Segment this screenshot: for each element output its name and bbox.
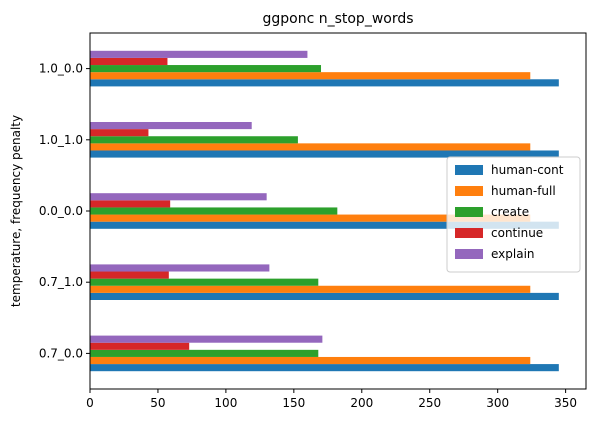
x-tick-label: 0 (86, 396, 94, 410)
y-tick-label: 0.7_1.0 (39, 275, 83, 289)
legend-label-human-cont: human-cont (491, 163, 564, 177)
bar-human-full-1.0_0.0 (90, 72, 531, 80)
y-tick-label: 1.0_1.0 (39, 133, 83, 147)
legend-swatch-human-full (455, 186, 483, 196)
legend-swatch-continue (455, 228, 483, 238)
bar-create-0.0_0.0 (90, 207, 338, 215)
bar-human-full-0.7_1.0 (90, 285, 531, 293)
bar-human-full-1.0_1.0 (90, 143, 531, 151)
legend-swatch-explain (455, 249, 483, 259)
legend: human-cont human-full create continue explai… (446, 156, 581, 273)
bar-human-cont-0.0_0.0 (90, 221, 559, 229)
bars-layer (90, 50, 559, 372)
legend-label-explain: explain (491, 247, 535, 261)
legend-label-create: create (491, 205, 529, 219)
bar-human-full-0.0_0.0 (90, 214, 531, 222)
y-tick-label: 0.7_0.0 (39, 346, 83, 360)
legend-swatch-create (455, 207, 483, 217)
bar-explain-1.0_0.0 (90, 50, 308, 58)
bar-human-cont-1.0_0.0 (90, 79, 559, 87)
y-tick-label: 1.0_0.0 (39, 62, 83, 76)
chart-title: ggponc n_stop_words (262, 11, 413, 27)
bar-explain-1.0_1.0 (90, 122, 252, 130)
bar-create-1.0_1.0 (90, 136, 298, 144)
x-tick-label: 250 (418, 396, 441, 410)
bar-create-1.0_0.0 (90, 65, 322, 73)
x-tick-label: 150 (282, 396, 305, 410)
y-tick-label: 0.0_0.0 (39, 204, 83, 218)
bar-explain-0.7_0.0 (90, 335, 323, 343)
bar-continue-0.7_0.0 (90, 342, 190, 350)
bar-human-cont-1.0_1.0 (90, 150, 559, 158)
bar-human-cont-0.7_0.0 (90, 364, 559, 372)
bar-human-cont-0.7_1.0 (90, 292, 559, 300)
legend-box (446, 156, 581, 273)
bar-explain-0.7_1.0 (90, 264, 270, 272)
bar-explain-0.0_0.0 (90, 193, 267, 201)
bar-human-full-0.7_0.0 (90, 356, 531, 365)
y-ticks: 0.7_0.0 0.7_1.0 0.0_0.0 1.0_1.0 1.0_0.0 (39, 62, 90, 360)
x-tick-label: 100 (214, 396, 237, 410)
bar-continue-1.0_1.0 (90, 129, 149, 137)
legend-label-human-full: human-full (491, 184, 556, 198)
x-tick-label: 350 (554, 396, 577, 410)
bar-continue-0.7_1.0 (90, 271, 169, 279)
bar-create-0.7_1.0 (90, 278, 319, 286)
legend-label-continue: continue (491, 226, 543, 240)
bar-continue-1.0_0.0 (90, 57, 168, 66)
x-tick-label: 300 (486, 396, 509, 410)
x-ticks: 0 50 100 150 200 250 300 350 (86, 389, 577, 410)
legend-swatch-human-cont (455, 165, 483, 175)
y-axis-label: temperature, frequency penalty (9, 115, 23, 307)
x-tick-label: 200 (350, 396, 373, 410)
bar-create-0.7_0.0 (90, 349, 319, 357)
bar-continue-0.0_0.0 (90, 200, 171, 208)
x-tick-label: 50 (150, 396, 165, 410)
